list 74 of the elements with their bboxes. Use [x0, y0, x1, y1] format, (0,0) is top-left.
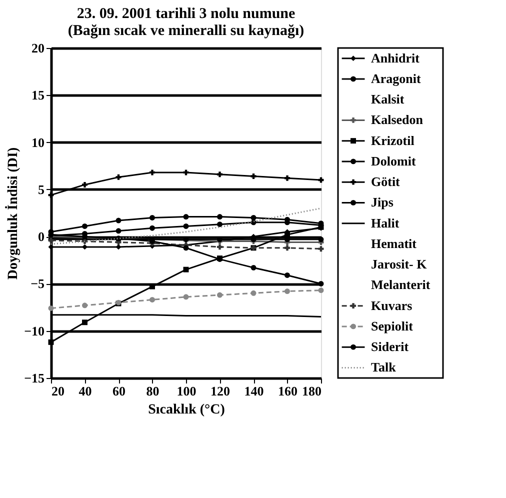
- point: [250, 173, 256, 179]
- point: [217, 214, 222, 220]
- y-tick-label: 5: [38, 182, 45, 197]
- point: [183, 294, 189, 300]
- point: [318, 236, 324, 242]
- legend-label: Götit: [371, 174, 401, 190]
- point: [318, 246, 324, 252]
- point: [48, 244, 54, 250]
- point: [82, 223, 88, 229]
- x-tick-label: 160: [278, 384, 298, 398]
- point: [48, 305, 54, 311]
- point: [318, 288, 324, 294]
- y-tick-label: 0: [38, 229, 44, 244]
- y-tick-label: 15: [32, 88, 45, 103]
- point: [116, 218, 122, 224]
- x-tick-label: 40: [78, 384, 92, 398]
- y-tick-label: −5: [30, 276, 45, 292]
- text: Melanterit: [371, 277, 431, 292]
- point: [183, 223, 189, 229]
- x-tick-label: 180: [302, 384, 322, 398]
- point: [250, 290, 256, 296]
- x-tick-label: 20: [52, 384, 64, 398]
- point: [82, 302, 88, 308]
- y-tick-label: 20: [32, 40, 44, 56]
- text: Hematit: [371, 236, 418, 251]
- legend-label: Kalsedon: [371, 112, 424, 128]
- point: [284, 272, 290, 278]
- point: [250, 214, 256, 220]
- point: [48, 339, 54, 345]
- legend-label: Siderit: [371, 339, 410, 354]
- point: [217, 172, 222, 178]
- legend-label: Talk: [371, 360, 397, 375]
- point: [150, 225, 155, 231]
- point: [183, 245, 189, 251]
- point: [250, 264, 256, 270]
- legend-label: Dolomit: [371, 153, 416, 168]
- point: [82, 320, 88, 326]
- point: [183, 266, 189, 272]
- point: [284, 288, 290, 294]
- point: [318, 280, 324, 286]
- legend-label: Jips: [371, 194, 394, 210]
- y-tick-label: −15: [24, 370, 45, 386]
- point: [116, 228, 122, 234]
- x-tick-label: 60: [112, 384, 126, 398]
- point: [217, 292, 222, 298]
- point: [116, 174, 122, 180]
- x-tick-label: 80: [146, 384, 160, 398]
- point: [284, 175, 290, 181]
- x-axis-title: Sıcaklık (°C): [148, 402, 226, 418]
- point: [82, 182, 88, 188]
- point: [183, 214, 189, 220]
- chart-title: 23. 09. 2001 tarihli 3 nolu numune: [76, 6, 296, 22]
- point: [82, 244, 88, 250]
- point: [150, 214, 155, 220]
- x-tick-label: 100: [176, 384, 196, 398]
- legend-label: Anhidrit: [371, 50, 420, 66]
- legend-label: Aragonit: [371, 70, 422, 86]
- legend-label: Halit: [371, 215, 400, 230]
- legend-label: Krizotil: [371, 132, 415, 148]
- point: [284, 245, 290, 251]
- point: [217, 244, 222, 250]
- text: Jarosit- K: [371, 256, 428, 272]
- point: [150, 297, 155, 302]
- legend-label: Sepiolit: [371, 318, 414, 334]
- y-tick-label: −10: [24, 323, 44, 338]
- x-tick-label: 140: [244, 384, 264, 398]
- y-tick-label: 10: [32, 134, 44, 150]
- x-tick-label: 120: [210, 384, 230, 398]
- legend-label: Kuvars: [371, 298, 412, 313]
- point: [150, 170, 155, 176]
- point: [217, 222, 222, 228]
- text: Kalsit: [371, 92, 405, 107]
- y-axis-title: Doygunluk İndisi (DI): [5, 147, 22, 280]
- chart-subtitle: (Bağın sıcak ve mineralli su kaynağı): [68, 23, 304, 39]
